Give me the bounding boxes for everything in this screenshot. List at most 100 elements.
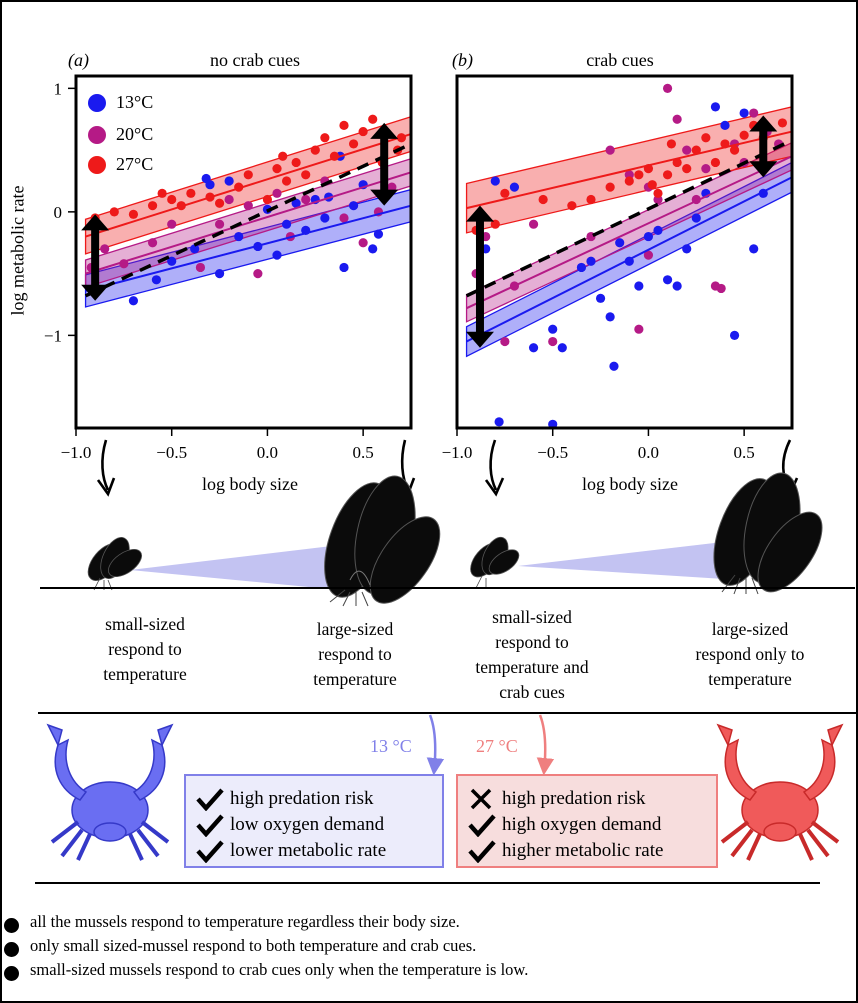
data-point — [224, 194, 234, 205]
fit-line — [466, 155, 793, 310]
cross-icon — [470, 788, 492, 810]
cold-condition-box: high predation risk low oxygen demand lo… — [184, 774, 444, 868]
data-point — [739, 130, 749, 140]
data-point — [368, 114, 378, 124]
data-point — [368, 244, 378, 254]
data-point — [167, 219, 177, 229]
data-point — [634, 170, 644, 180]
conclusion-item: all the mussels respond to temperature r… — [30, 912, 460, 931]
x-tick-label: 0.0 — [257, 443, 278, 462]
check-icon — [468, 840, 496, 863]
data-point — [682, 145, 692, 155]
data-point — [278, 151, 288, 161]
data-point — [262, 194, 273, 205]
data-point — [214, 198, 225, 208]
caption-small-cues: small-sized respond to temperature and c… — [452, 605, 612, 705]
fit-line — [466, 176, 793, 343]
data-point — [509, 182, 520, 192]
data-point — [749, 244, 759, 254]
caption-line: temperature and — [475, 657, 589, 677]
data-point — [716, 283, 726, 294]
panel-a-title: no crab cues — [210, 50, 300, 70]
data-point — [701, 164, 711, 174]
data-point — [643, 250, 654, 260]
data-point — [339, 213, 349, 223]
condition-row: high oxygen demand — [468, 812, 661, 838]
caption-line: respond to — [495, 632, 569, 652]
data-point — [147, 201, 158, 211]
data-point — [605, 145, 615, 155]
caption-line: crab cues — [499, 682, 565, 702]
caption-line: respond to — [318, 644, 392, 664]
data-point — [214, 219, 225, 229]
caption-line: temperature — [313, 669, 397, 689]
data-point — [691, 145, 701, 155]
data-point — [691, 213, 701, 223]
caption-line: temperature — [708, 669, 792, 689]
caption-line: large-sized — [316, 619, 394, 639]
data-point — [749, 108, 759, 118]
arrow-head — [465, 205, 494, 222]
data-point — [682, 164, 692, 174]
data-point — [281, 176, 292, 186]
data-point — [653, 225, 663, 235]
caption-line: temperature — [103, 664, 187, 684]
caption-large-no-cues: large-sized respond to temperature — [280, 617, 430, 692]
data-point — [653, 188, 663, 198]
data-point — [662, 170, 673, 180]
data-point — [387, 182, 397, 192]
small-mussel-icon — [87, 537, 142, 591]
caption-line: respond only to — [695, 644, 805, 664]
x-tick-label: 0.5 — [353, 443, 374, 462]
x-axis-label-b: log body size — [582, 474, 678, 494]
data-point — [100, 244, 110, 254]
data-point — [777, 118, 788, 128]
arrow-head — [749, 161, 778, 178]
data-point — [109, 207, 119, 217]
check-icon — [196, 814, 224, 837]
data-point — [538, 194, 548, 205]
check-icon — [196, 788, 224, 811]
data-point — [500, 188, 510, 198]
data-point — [634, 324, 644, 334]
arrow-head — [370, 122, 399, 139]
cold-arrow — [426, 714, 445, 776]
legend-marker-20 — [88, 126, 106, 144]
warm-arrow — [536, 714, 555, 776]
data-point — [672, 114, 682, 124]
y-tick-label: 0 — [54, 203, 63, 222]
fit-line — [85, 171, 412, 275]
blue-crab-icon — [46, 723, 174, 861]
data-point — [609, 361, 619, 371]
data-point — [151, 275, 161, 285]
data-point — [301, 194, 311, 205]
data-point — [348, 139, 359, 149]
x-tick-label: −1.0 — [61, 443, 92, 462]
data-point — [339, 262, 349, 273]
data-point — [157, 188, 167, 198]
data-point — [605, 182, 615, 192]
scatter-plot-b: −1.0 −0.5 0.0 0.5 — [442, 74, 794, 462]
fit-line — [466, 130, 793, 210]
fit-line — [85, 133, 412, 238]
data-point — [272, 250, 282, 260]
overall-fit-line — [465, 138, 793, 298]
x-tick-label: −0.5 — [156, 443, 187, 462]
data-point — [243, 170, 253, 180]
data-point — [500, 336, 510, 347]
data-point — [272, 188, 282, 198]
warm-condition-box: high predation risk high oxygen demand h… — [456, 774, 718, 868]
data-point — [281, 219, 292, 229]
data-point — [701, 133, 711, 143]
data-point — [595, 293, 606, 303]
data-point — [548, 336, 558, 347]
data-point — [643, 231, 654, 242]
condition-row: high predation risk — [468, 786, 646, 812]
panel-b-tag: (b) — [452, 50, 473, 70]
data-point — [739, 108, 749, 118]
data-point — [528, 219, 539, 229]
legend-label-20: 20°C — [116, 124, 154, 144]
data-point — [615, 238, 625, 248]
arrow-head — [370, 189, 399, 206]
